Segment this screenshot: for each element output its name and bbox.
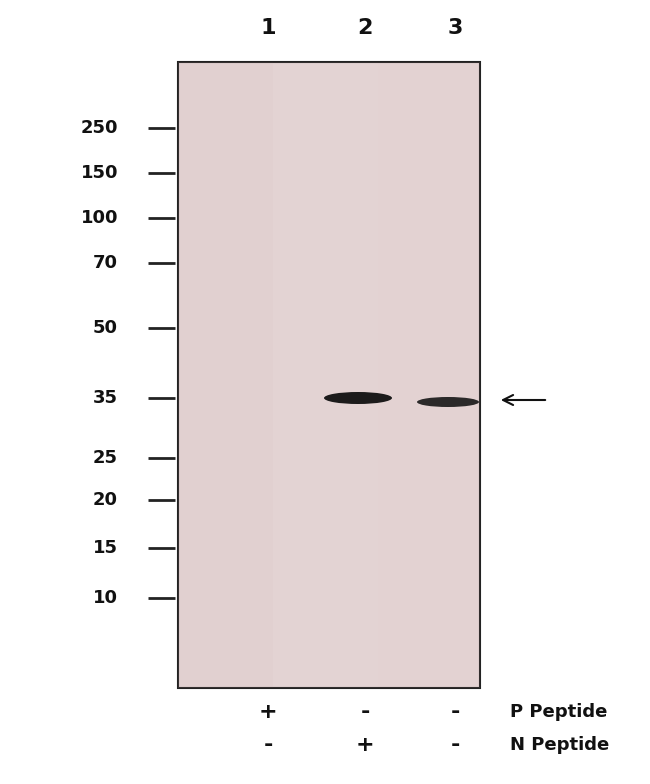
Ellipse shape — [417, 397, 479, 407]
Bar — [378, 62, 480, 688]
Text: +: + — [356, 735, 374, 755]
Text: 35: 35 — [93, 389, 118, 407]
Text: 50: 50 — [93, 319, 118, 337]
Ellipse shape — [324, 392, 392, 404]
Text: 250: 250 — [81, 119, 118, 137]
Text: +: + — [259, 702, 278, 722]
Text: 100: 100 — [81, 209, 118, 227]
Text: 25: 25 — [93, 449, 118, 467]
Text: 15: 15 — [93, 539, 118, 557]
Text: -: - — [450, 702, 460, 722]
Text: 3: 3 — [447, 18, 463, 38]
Text: 150: 150 — [81, 164, 118, 182]
Text: 2: 2 — [358, 18, 372, 38]
Text: 1: 1 — [260, 18, 276, 38]
Text: -: - — [450, 735, 460, 755]
Text: P Peptide: P Peptide — [510, 703, 607, 721]
Text: -: - — [360, 702, 370, 722]
Text: 10: 10 — [93, 589, 118, 607]
Text: -: - — [263, 735, 273, 755]
Bar — [273, 62, 378, 688]
Text: N Peptide: N Peptide — [510, 736, 609, 754]
Bar — [178, 62, 480, 688]
Bar — [178, 62, 273, 688]
Text: 70: 70 — [93, 254, 118, 272]
Text: 20: 20 — [93, 491, 118, 509]
